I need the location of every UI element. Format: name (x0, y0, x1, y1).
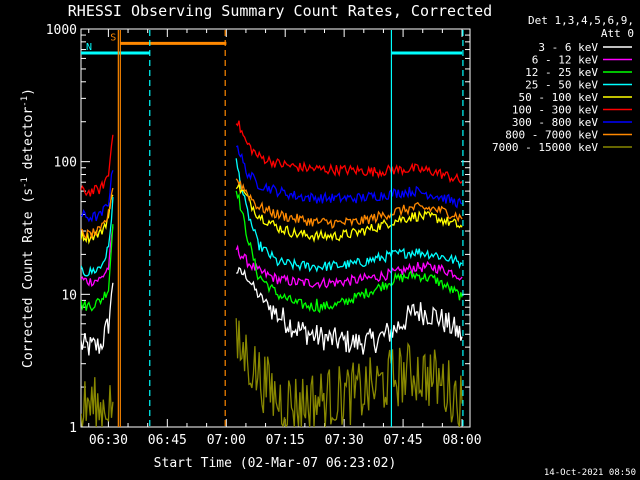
y-tick-label: 1000 (46, 23, 77, 38)
x-tick-label: 07:45 (384, 433, 423, 448)
chart-title: RHESSI Observing Summary Count Rates, Co… (68, 2, 492, 20)
series-layer (81, 120, 463, 427)
series-line-12-25-kev (235, 190, 463, 314)
y-axis-label-part2: detector (21, 107, 36, 178)
flag-label: S (110, 32, 116, 43)
legend-label: 300 - 800 keV (512, 116, 598, 129)
series-line-6-12-kev (235, 244, 463, 289)
series-line-300-800-kev (81, 170, 114, 223)
series-line-50-100-kev (235, 181, 463, 243)
x-tick-label: 07:15 (266, 433, 305, 448)
legend-label: 25 - 50 keV (525, 79, 598, 92)
legend-header-attenuator: Att 0 (601, 27, 634, 40)
series-line-300-800-kev (235, 145, 463, 209)
y-tick-labels: 1 10 100 1000 (46, 23, 77, 436)
plot-frame (80, 28, 471, 428)
legend-label: 50 - 100 keV (519, 91, 599, 104)
x-tick-label: 07:30 (325, 433, 364, 448)
series-line-12-25-kev (81, 224, 114, 312)
x-tick-label: 08:00 (442, 433, 481, 448)
legend-label: 7000 - 15000 keV (492, 141, 598, 154)
series-line-3-6-kev (81, 282, 114, 356)
series-line-800-7000-kev (81, 187, 114, 239)
legend-header-detectors: Det 1,3,4,5,6,9, (528, 14, 634, 27)
x-tick-labels: 06:30 06:45 07:00 07:15 07:30 07:45 08:00 (89, 433, 482, 448)
series-line-100-300-kev (235, 120, 463, 184)
legend-label: 6 - 12 keV (532, 54, 599, 67)
legend-label: 800 - 7000 keV (505, 129, 598, 142)
series-line-100-300-kev (81, 134, 114, 197)
y-tick-label: 1 (69, 421, 77, 436)
footer-timestamp: 14-Oct-2021 08:50 (544, 468, 636, 478)
legend-label: 100 - 300 keV (512, 104, 598, 117)
flag-layer: SN (81, 32, 463, 55)
series-line-25-50-kev (235, 158, 463, 273)
x-tick-label: 06:45 (148, 433, 187, 448)
legend-label: 3 - 6 keV (538, 41, 598, 54)
axis-ticks (81, 28, 470, 428)
flag-label: N (86, 42, 92, 53)
x-tick-label: 06:30 (89, 433, 128, 448)
series-line-7000-15000-kev (235, 318, 463, 427)
y-axis-label-sup2: -1 (20, 96, 30, 107)
y-axis-label-part3: ) (21, 88, 36, 96)
y-tick-label: 100 (54, 156, 77, 171)
series-line-6-12-kev (81, 226, 114, 288)
x-tick-label: 07:00 (207, 433, 246, 448)
series-line-800-7000-kev (235, 178, 463, 229)
y-axis-label-part1: Corrected Count Rate (s (21, 188, 36, 368)
series-line-7000-15000-kev (81, 377, 114, 427)
y-tick-label: 10 (61, 288, 77, 303)
vline-layer (117, 30, 464, 427)
x-axis-label: Start Time (02-Mar-07 06:23:02) (154, 456, 397, 471)
series-line-25-50-kev (81, 197, 114, 277)
y-axis-label-sup1: -1 (20, 177, 30, 188)
legend-label: 12 - 25 keV (525, 66, 598, 79)
series-line-3-6-kev (236, 266, 463, 355)
y-axis-label: Corrected Count Rate (s-1 detector-1) (20, 88, 36, 368)
